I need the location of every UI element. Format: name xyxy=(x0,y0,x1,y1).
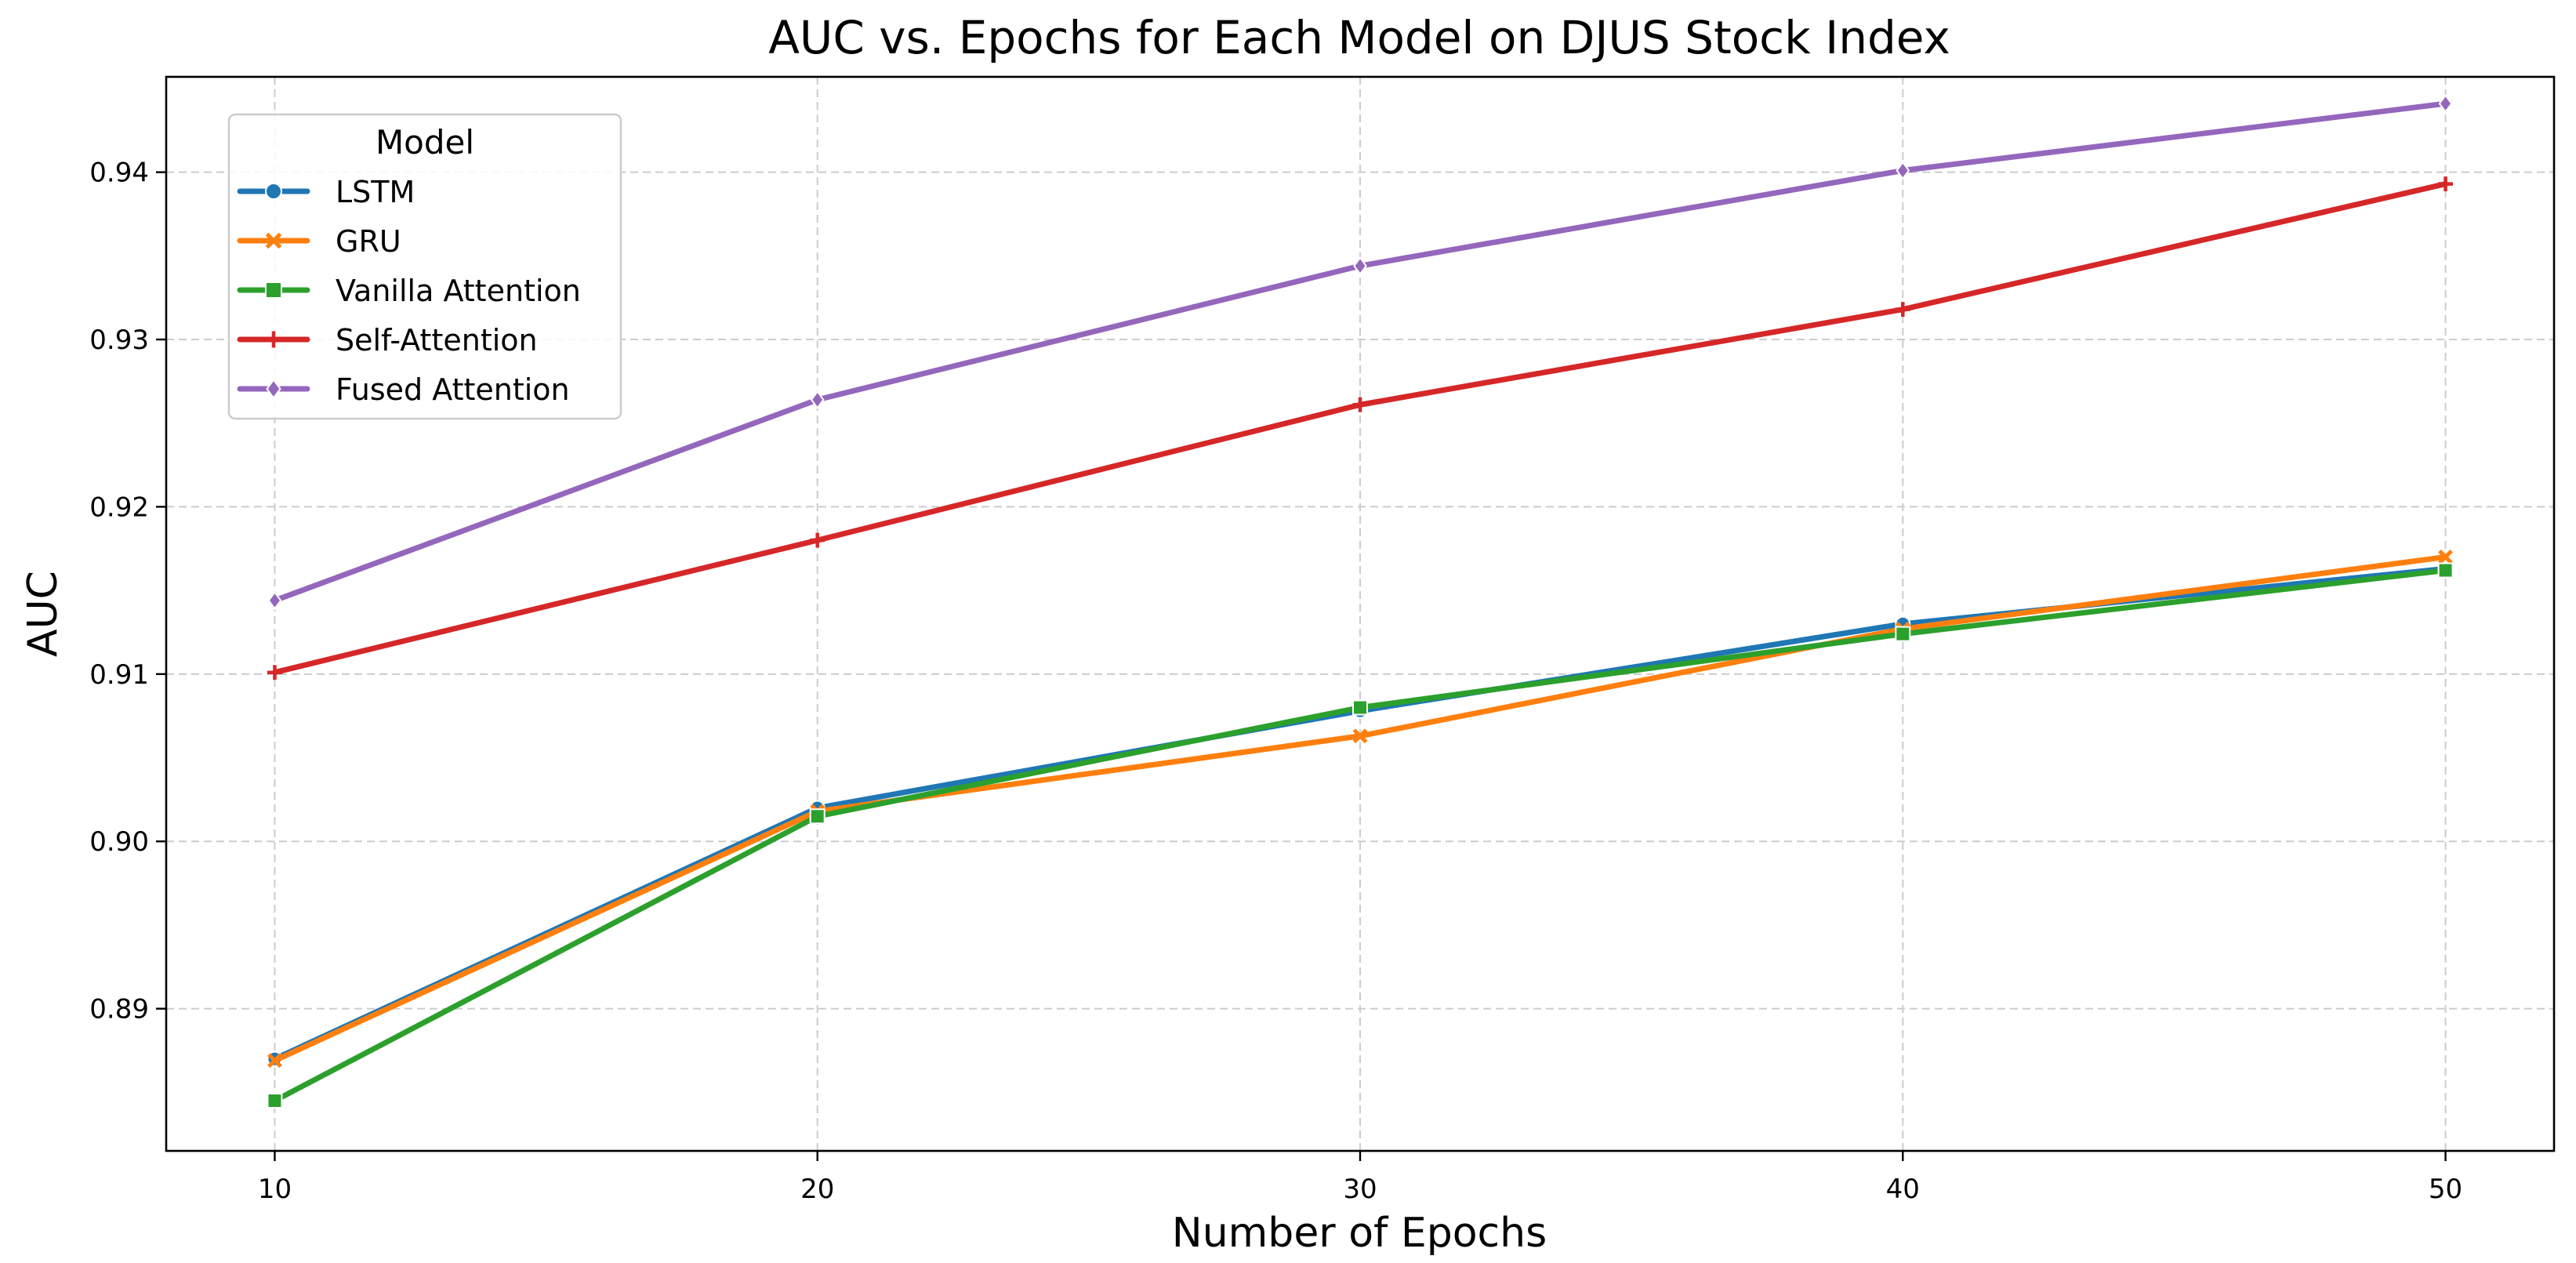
y-tick-label: 0.93 xyxy=(89,325,149,356)
data-point xyxy=(2437,562,2454,579)
data-point xyxy=(1353,256,1367,276)
legend: Model LSTM GRU Vanilla Attention Self-Atten… xyxy=(227,113,622,420)
data-point xyxy=(1352,397,1368,412)
legend-marker xyxy=(265,331,282,348)
legend-label: LSTM xyxy=(336,175,415,209)
legend-label: Fused Attention xyxy=(336,372,570,407)
legend-title: Model xyxy=(376,123,474,162)
legend-marker xyxy=(265,281,282,299)
x-axis-label: Number of Epochs xyxy=(1172,1210,1547,1257)
data-point xyxy=(267,1053,282,1069)
axis-ticks: 10 20 30 40 50 0.89 0.90 0.91 0.92 0.93 0.94 xyxy=(89,158,2462,1205)
x-tick-label: 10 xyxy=(258,1174,292,1205)
series-fused-attention xyxy=(267,94,2453,610)
legend-label: GRU xyxy=(336,224,401,259)
y-tick-label: 0.90 xyxy=(89,826,149,858)
data-point xyxy=(1895,302,1910,318)
x-tick-label: 40 xyxy=(1886,1174,1920,1205)
y-tick-label: 0.92 xyxy=(89,492,149,523)
y-axis-label: AUC xyxy=(20,571,67,657)
data-point xyxy=(2438,176,2453,192)
legend-label: Self-Attention xyxy=(336,323,538,357)
legend-marker xyxy=(266,378,281,400)
data-point xyxy=(2438,94,2453,114)
series-lines xyxy=(267,94,2454,1109)
legend-label: Vanilla Attention xyxy=(336,274,581,308)
data-point xyxy=(810,532,825,548)
data-point xyxy=(267,590,282,610)
y-tick-label: 0.91 xyxy=(89,659,149,691)
x-tick-label: 20 xyxy=(800,1174,834,1205)
data-point xyxy=(809,808,825,825)
y-tick-label: 0.89 xyxy=(89,994,149,1025)
data-point xyxy=(810,390,825,409)
data-point xyxy=(267,1092,283,1109)
data-point xyxy=(1895,626,1911,642)
data-point xyxy=(267,665,282,680)
legend-box xyxy=(227,113,622,420)
data-point xyxy=(1352,728,1368,744)
data-point xyxy=(1352,699,1368,716)
data-point xyxy=(2438,550,2453,564)
chart-title: AUC vs. Epochs for Each Model on DJUS St… xyxy=(768,11,1950,64)
x-tick-label: 50 xyxy=(2429,1174,2462,1205)
series-vanilla-attention xyxy=(267,562,2454,1109)
y-tick-label: 0.94 xyxy=(89,158,149,189)
series-self-attention xyxy=(267,176,2453,680)
data-point xyxy=(1896,161,1910,180)
legend-marker xyxy=(265,232,282,249)
legend-marker xyxy=(265,183,282,200)
x-tick-label: 30 xyxy=(1343,1174,1377,1205)
